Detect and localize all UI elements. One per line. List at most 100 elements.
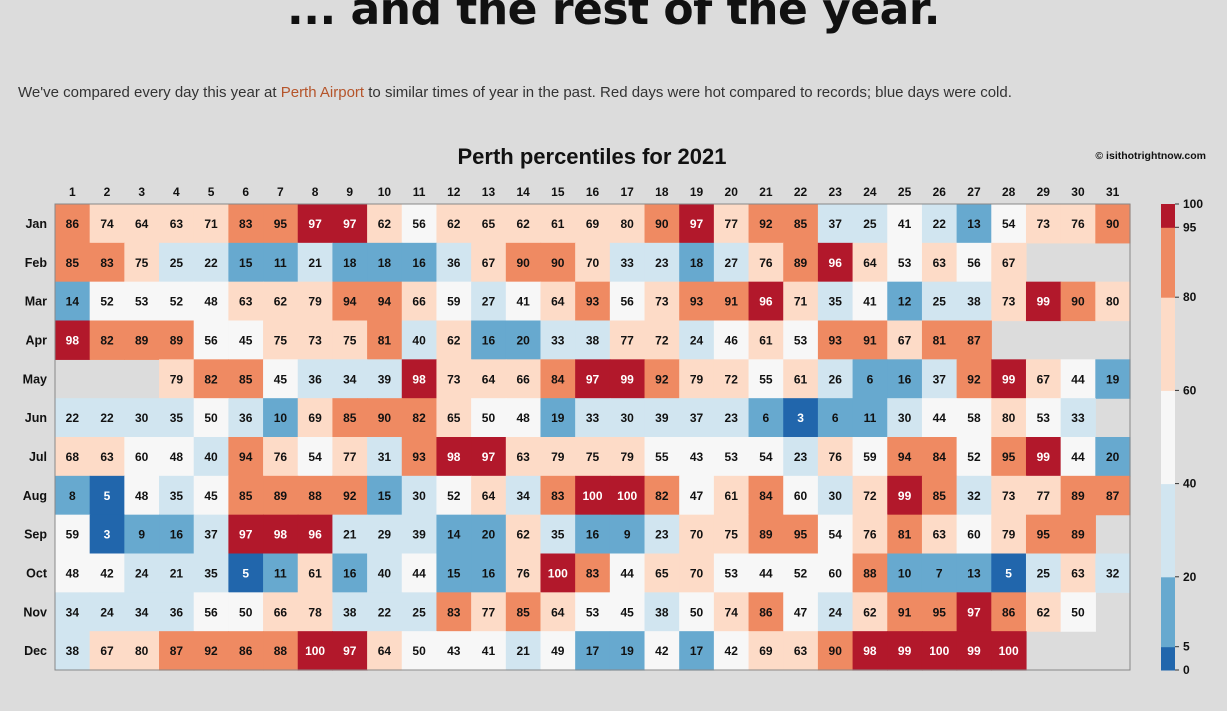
day-value: 64 — [482, 372, 496, 386]
day-value: 53 — [725, 566, 739, 580]
day-value: 64 — [863, 256, 877, 270]
day-cell — [263, 592, 299, 632]
day-value: 64 — [551, 295, 565, 309]
day-value: 81 — [378, 333, 392, 347]
day-cell — [817, 437, 854, 477]
day-value: 89 — [135, 333, 149, 347]
day-value: 31 — [378, 450, 392, 464]
day-value: 74 — [725, 605, 739, 619]
day-cell — [921, 320, 958, 360]
day-value: 36 — [170, 605, 184, 619]
day-cell — [852, 204, 888, 244]
day-cell — [679, 320, 715, 360]
day-cell — [609, 514, 646, 555]
day-cell — [263, 514, 299, 555]
legend-label: 5 — [1183, 640, 1190, 654]
day-cell — [991, 514, 1027, 555]
day-value: 82 — [100, 333, 114, 347]
day-cell — [679, 281, 715, 322]
day-value: 42 — [655, 644, 669, 658]
day-label: 29 — [1037, 185, 1051, 199]
day-value: 73 — [308, 333, 322, 347]
day-cell — [505, 514, 542, 555]
day-value: 54 — [829, 528, 843, 542]
day-value: 62 — [378, 217, 392, 231]
day-cell — [193, 281, 229, 322]
legend-label: 20 — [1183, 570, 1197, 584]
day-cell — [471, 204, 507, 244]
day-cell — [367, 553, 403, 593]
station-link[interactable]: Perth Airport — [280, 84, 365, 101]
day-cell — [367, 514, 403, 555]
day-cell — [1025, 281, 1062, 322]
day-cell — [436, 592, 472, 632]
day-cell — [644, 242, 680, 283]
day-label: 16 — [586, 185, 600, 199]
day-cell — [89, 320, 125, 360]
day-cell — [228, 553, 264, 593]
day-cell — [609, 592, 646, 632]
day-value: 5 — [1005, 566, 1012, 580]
day-value: 80 — [1002, 411, 1016, 425]
day-value: 83 — [551, 489, 565, 503]
day-value: 76 — [759, 256, 773, 270]
day-cell — [852, 592, 888, 632]
day-cell — [159, 281, 195, 322]
day-cell — [55, 437, 91, 477]
day-value: 48 — [135, 489, 149, 503]
day-cell — [1060, 437, 1096, 477]
day-value: 50 — [1071, 605, 1085, 619]
day-value: 54 — [1002, 217, 1016, 231]
day-value: 64 — [378, 644, 392, 658]
day-cell — [575, 631, 611, 671]
day-cell — [1060, 592, 1096, 632]
chart-credit: © isithotrightnow.com — [1095, 150, 1206, 162]
day-value: 100 — [305, 644, 325, 658]
day-value: 93 — [829, 333, 843, 347]
day-value: 20 — [1106, 450, 1120, 464]
day-cell — [921, 359, 958, 399]
day-value: 35 — [170, 411, 184, 425]
day-value: 86 — [1002, 605, 1016, 619]
day-value: 75 — [586, 450, 600, 464]
day-value: 70 — [690, 528, 704, 542]
day-value: 52 — [170, 295, 184, 309]
day-cell — [297, 553, 334, 593]
day-value: 56 — [621, 295, 635, 309]
day-value: 90 — [655, 217, 669, 231]
day-value: 66 — [274, 605, 288, 619]
day-value: 20 — [482, 528, 496, 542]
legend-label: 60 — [1183, 383, 1197, 397]
day-value: 40 — [412, 333, 426, 347]
day-cell — [124, 242, 160, 283]
day-cell — [471, 437, 507, 477]
day-value: 67 — [1002, 256, 1016, 270]
day-value: 77 — [343, 450, 357, 464]
day-value: 24 — [690, 333, 704, 347]
day-cell — [956, 398, 992, 438]
day-cell — [193, 320, 229, 360]
day-value: 90 — [1106, 217, 1120, 231]
day-cell — [505, 320, 542, 360]
day-value: 97 — [586, 372, 600, 386]
day-axis: 1 2 3 4 5 6 7 8 9 10 11 12 13 14 15 16 17 18 19 20 21 22 23 24 2… — [69, 185, 1120, 199]
day-value: 14 — [447, 528, 461, 542]
day-cell — [713, 631, 750, 671]
day-value: 91 — [863, 333, 877, 347]
day-value: 35 — [170, 489, 184, 503]
day-value: 62 — [863, 605, 877, 619]
day-cell — [89, 204, 125, 244]
day-cell — [852, 320, 888, 360]
month-label: Sep — [24, 528, 47, 542]
day-value: 16 — [170, 528, 184, 542]
day-cell — [228, 592, 264, 632]
day-value: 66 — [516, 372, 530, 386]
day-cell — [1060, 204, 1096, 244]
day-cell — [609, 359, 646, 399]
page-headline: ... and the rest of the year. — [287, 0, 940, 35]
day-value: 85 — [239, 372, 253, 386]
day-cell — [713, 281, 750, 322]
day-cell — [1095, 204, 1131, 244]
day-cell — [297, 398, 334, 438]
day-cell — [436, 320, 472, 360]
